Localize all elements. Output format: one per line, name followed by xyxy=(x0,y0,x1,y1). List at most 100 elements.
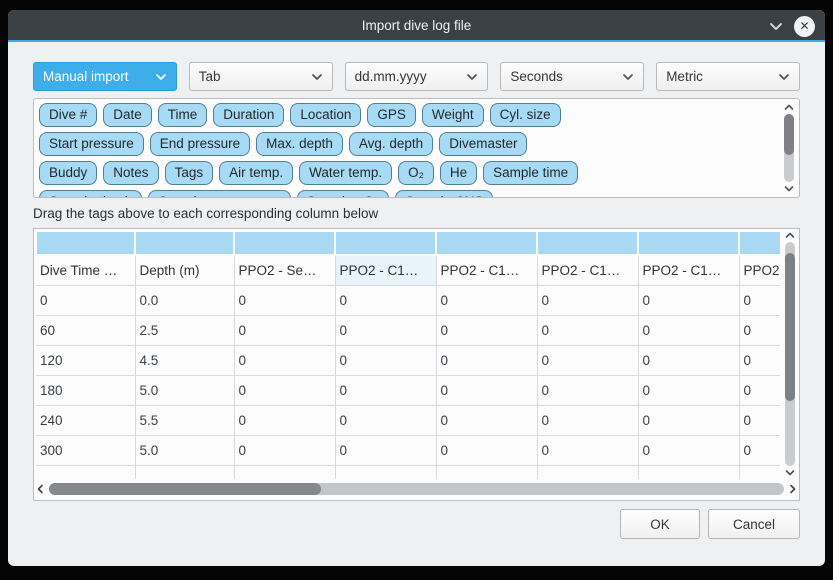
combo-units[interactable]: Metric xyxy=(656,62,800,91)
table-cell: 5.0 xyxy=(135,375,235,406)
import-options-row: Manual import Tab dd.mm.yyyy Seconds Metric xyxy=(33,62,800,91)
column-header[interactable]: Dive Time … xyxy=(36,255,136,286)
tag-start-pressure[interactable]: Start pressure xyxy=(39,132,144,156)
tag-row: Buddy Notes Tags Air temp. Water temp. O₂ He Sa… xyxy=(39,161,777,185)
combo-import-mode[interactable]: Manual import xyxy=(33,62,177,91)
scrollbar-track[interactable] xyxy=(784,114,794,182)
tag-sample-depth[interactable]: Sample depth xyxy=(39,190,143,197)
tag-max-depth[interactable]: Max. depth xyxy=(256,132,343,156)
chevron-down-icon[interactable] xyxy=(768,21,784,31)
scroll-up-icon[interactable] xyxy=(785,232,795,239)
table-cell: 0 xyxy=(436,435,538,466)
tag-gps[interactable]: GPS xyxy=(367,103,416,127)
scrollbar-thumb[interactable] xyxy=(785,253,795,402)
tag-notes[interactable]: Notes xyxy=(103,161,159,185)
table-cell xyxy=(234,465,336,479)
titlebar[interactable]: Import dive log file ✕ xyxy=(8,10,825,42)
window-title: Import dive log file xyxy=(361,17,472,33)
tag-rows: Dive # Date Time Duration Location GPS Weight C… xyxy=(39,103,777,197)
tag-date[interactable]: Date xyxy=(103,103,152,127)
table-cell: 0 xyxy=(234,435,336,466)
table-cell: 0 xyxy=(638,405,740,436)
drop-target-cell[interactable] xyxy=(738,230,780,256)
tags-scrollbar[interactable] xyxy=(783,104,795,192)
combo-date-format[interactable]: dd.mm.yyyy xyxy=(344,62,489,91)
tag-air-temp-[interactable]: Air temp. xyxy=(219,161,294,185)
tag-end-pressure[interactable]: End pressure xyxy=(149,132,251,156)
column-header[interactable]: PPO2 - C1… xyxy=(739,255,780,286)
table-cell: 0 xyxy=(739,345,780,376)
scroll-up-icon[interactable] xyxy=(784,104,794,111)
tag-sample-temperature[interactable]: Sample temperature xyxy=(148,190,291,197)
drop-target-cell[interactable] xyxy=(637,230,740,256)
drop-target-cell[interactable] xyxy=(233,230,336,256)
drop-target-cell[interactable] xyxy=(536,230,639,256)
table-horizontal-scrollbar[interactable] xyxy=(37,481,796,497)
combo-duration-format[interactable]: Seconds xyxy=(500,62,645,91)
table-cell: 0 xyxy=(537,315,639,346)
scrollbar-track[interactable] xyxy=(49,483,784,495)
drop-target-cell[interactable] xyxy=(134,230,235,256)
column-header[interactable]: PPO2 - C1… xyxy=(335,255,437,286)
table-cell: 0 xyxy=(234,375,336,406)
cancel-button[interactable]: Cancel xyxy=(708,509,800,539)
table-row: 300 5.0 0 0 0 0 0 0 xyxy=(36,435,780,466)
column-header[interactable]: PPO2 - Se… xyxy=(234,255,336,286)
drop-target-cell[interactable] xyxy=(435,230,538,256)
tag-duration[interactable]: Duration xyxy=(213,103,285,127)
tag-cyl-size[interactable]: Cyl. size xyxy=(489,103,561,127)
tag-buddy[interactable]: Buddy xyxy=(39,161,98,185)
table-vertical-scrollbar[interactable] xyxy=(784,232,796,476)
table-cell: 0 xyxy=(335,435,437,466)
tag-tags[interactable]: Tags xyxy=(164,161,214,185)
table-cell: 0.0 xyxy=(135,285,235,316)
table-cell xyxy=(739,465,780,479)
tag-weight[interactable]: Weight xyxy=(421,103,484,127)
scrollbar-track[interactable] xyxy=(785,242,795,466)
table-cell xyxy=(537,465,639,479)
table-cell: 0 xyxy=(436,285,538,316)
tag-row: Start pressure End pressure Max. depth Avg.… xyxy=(39,132,777,156)
table-cell: 0 xyxy=(436,375,538,406)
tag-time[interactable]: Time xyxy=(157,103,208,127)
scroll-left-icon[interactable] xyxy=(37,484,44,494)
scroll-down-icon[interactable] xyxy=(784,185,794,192)
table-cell: 0 xyxy=(739,285,780,316)
tag-location[interactable]: Location xyxy=(290,103,362,127)
table-cell: 0 xyxy=(638,285,740,316)
table-cell: 0 xyxy=(638,375,740,406)
tag-row: Dive # Date Time Duration Location GPS Weight C… xyxy=(39,103,777,127)
scrollbar-thumb[interactable] xyxy=(49,483,321,495)
table-row: 0 0.0 0 0 0 0 0 0 xyxy=(36,285,780,316)
tag-o-[interactable]: O₂ xyxy=(398,161,434,185)
scroll-right-icon[interactable] xyxy=(789,484,796,494)
drop-target-cell[interactable] xyxy=(334,230,437,256)
tag-sample-po-[interactable]: Sample pO₂ xyxy=(296,190,390,197)
close-button[interactable]: ✕ xyxy=(794,15,815,37)
tag-avg-depth[interactable]: Avg. depth xyxy=(348,132,434,156)
drop-target-row xyxy=(35,230,780,256)
tags-panel: Dive # Date Time Duration Location GPS Weight C… xyxy=(33,98,800,198)
tag-sample-time[interactable]: Sample time xyxy=(483,161,579,185)
ok-button[interactable]: OK xyxy=(620,509,700,539)
scroll-down-icon[interactable] xyxy=(785,469,795,476)
table-cell xyxy=(36,465,136,479)
column-header[interactable]: PPO2 - C1… xyxy=(638,255,740,286)
table-viewport: Dive Time … Depth (m) PPO2 - Se… PPO2 - C1…… xyxy=(35,230,780,479)
column-header[interactable]: PPO2 - C1… xyxy=(537,255,639,286)
column-header[interactable]: Depth (m) xyxy=(135,255,235,286)
table-cell xyxy=(638,465,740,479)
tag-dive-[interactable]: Dive # xyxy=(39,103,98,127)
column-header[interactable]: PPO2 - C1… xyxy=(436,255,538,286)
tag-water-temp-[interactable]: Water temp. xyxy=(299,161,393,185)
table-cell: 4.5 xyxy=(135,345,235,376)
chevron-down-icon xyxy=(467,73,478,80)
table-cell: 0 xyxy=(335,315,437,346)
tag-divemaster[interactable]: Divemaster xyxy=(439,132,528,156)
drop-target-cell[interactable] xyxy=(35,230,136,256)
tag-sample-cns[interactable]: Sample CNS xyxy=(395,190,494,197)
tag-he[interactable]: He xyxy=(439,161,478,185)
combo-field-separator[interactable]: Tab xyxy=(188,62,333,91)
scrollbar-thumb[interactable] xyxy=(784,114,794,155)
table-cell: 300 xyxy=(36,435,136,466)
